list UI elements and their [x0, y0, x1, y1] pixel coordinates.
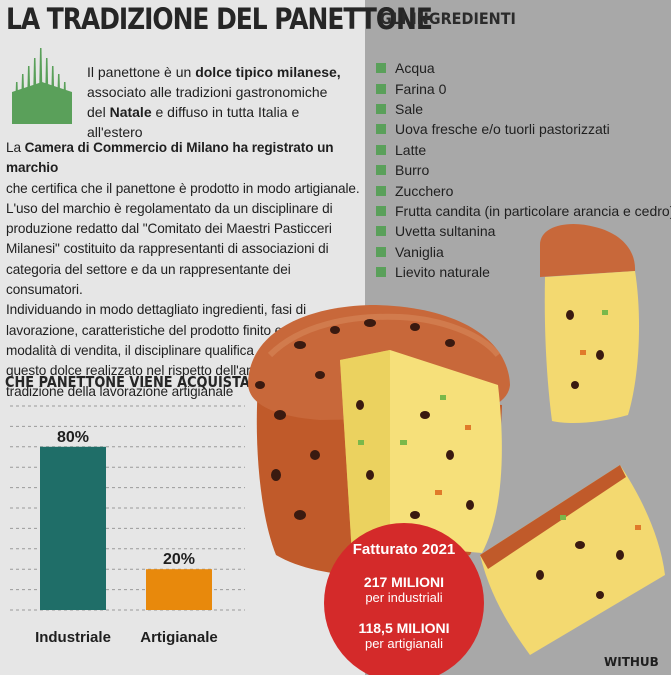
revenue-title: Fatturato 2021	[352, 541, 456, 558]
bar-chart: 80% Industriale 20% Artigianale	[10, 405, 245, 646]
bar-value-label: 80%	[57, 429, 89, 446]
square-bullet-icon	[376, 226, 386, 237]
square-bullet-icon	[376, 103, 386, 114]
intro-text: Il panettone è un dolce tipico milanese,…	[87, 64, 341, 140]
ingredient-item: Uvetta sultanina	[376, 221, 671, 241]
ingredient-item: Latte	[376, 140, 671, 160]
brand-logo: WITHUB	[604, 655, 659, 669]
ingredient-item: Acqua	[376, 58, 671, 78]
square-bullet-icon	[376, 165, 386, 176]
category-label: Industriale	[35, 629, 111, 646]
ingredient-item: Vaniglia	[376, 242, 671, 262]
ingredients-list: Acqua Farina 0 Sale Uova fresche e/o tuo…	[376, 58, 671, 282]
square-bullet-icon	[376, 205, 386, 216]
square-bullet-icon	[376, 246, 386, 257]
bar-artigianale	[146, 569, 212, 610]
square-bullet-icon	[376, 83, 386, 94]
revenue-industrial-caption: per industriali	[365, 590, 443, 605]
panettone-illustration	[248, 224, 665, 655]
square-bullet-icon	[376, 124, 386, 135]
ingredient-item: Uova fresche e/o tuorli pastorizzati	[376, 119, 671, 139]
revenue-artisanal-caption: per artigianali	[364, 636, 444, 651]
category-label: Artigianale	[140, 629, 218, 646]
revenue-industrial-value: 217 MILIONI	[363, 574, 445, 590]
page-title: LA TRADIZIONE DEL PANETTONE	[6, 2, 433, 36]
revenue-badge: Fatturato 2021 217 MILIONI per industria…	[324, 523, 484, 675]
ingredient-item: Sale	[376, 99, 671, 119]
square-bullet-icon	[376, 185, 386, 196]
ingredient-item: Farina 0	[376, 78, 671, 98]
revenue-artisanal-value: 118,5 MILIONI	[358, 620, 450, 636]
bar-industriale	[40, 446, 106, 610]
square-bullet-icon	[376, 267, 386, 278]
body-text: La Camera di Commercio di Milano ha regi…	[6, 140, 360, 399]
bar-value-label: 20%	[163, 551, 195, 568]
ingredient-item: Lievito naturale	[376, 262, 671, 282]
milan-cathedral-icon	[12, 48, 72, 124]
square-bullet-icon	[376, 144, 386, 155]
ingredient-item: Zucchero	[376, 180, 671, 200]
chart-title: CHE PANETTONE VIENE ACQUISTATO	[5, 373, 269, 391]
square-bullet-icon	[376, 63, 386, 74]
ingredients-title: GLI INGREDIENTI	[380, 9, 516, 28]
ingredient-item: Frutta candita (in particolare arancia e…	[376, 201, 671, 221]
ingredient-item: Burro	[376, 160, 671, 180]
